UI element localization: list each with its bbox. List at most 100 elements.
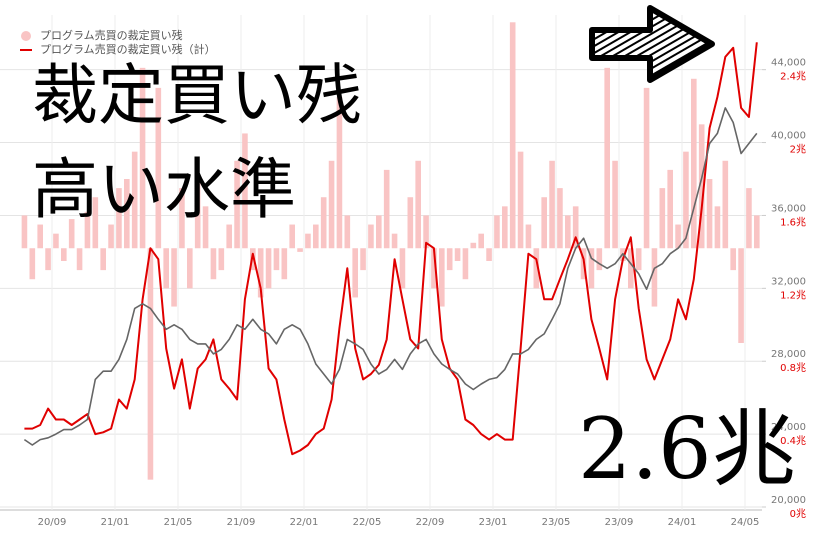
bar <box>746 188 752 249</box>
bar <box>344 215 351 249</box>
annotation: 2.6兆 <box>578 400 796 498</box>
bar <box>541 197 547 249</box>
bar <box>439 248 445 307</box>
bar <box>502 206 508 249</box>
bar <box>683 151 689 249</box>
bar <box>76 248 83 271</box>
bar <box>462 248 469 280</box>
y2-tick-label: 1.2兆 <box>780 289 806 301</box>
bar <box>376 215 382 249</box>
bar <box>179 188 185 249</box>
bar <box>454 248 461 261</box>
bar <box>131 151 138 249</box>
x-tick-label: 22/05 <box>353 517 382 528</box>
bar <box>399 248 406 289</box>
y-tick-label: 32,000 <box>771 276 806 287</box>
bar <box>210 248 217 280</box>
bar <box>446 248 453 271</box>
legend-label: プログラム売買の裁定買い残（計） <box>40 42 216 56</box>
bar <box>155 87 162 249</box>
bar <box>68 219 75 249</box>
bar <box>628 248 634 289</box>
bar <box>124 179 130 249</box>
bar <box>730 248 736 271</box>
y2-tick-label: 0.4兆 <box>780 435 806 447</box>
x-tick-label: 23/09 <box>605 517 634 528</box>
line <box>24 42 758 456</box>
bar <box>714 206 721 249</box>
y-tick-label: 28,000 <box>771 349 806 360</box>
bar <box>61 248 67 261</box>
bar <box>754 215 760 249</box>
bar <box>659 188 666 249</box>
y2-tick-label: 2兆 <box>790 144 806 156</box>
bar <box>108 224 114 249</box>
bar <box>37 224 43 249</box>
bar <box>604 67 610 249</box>
bar <box>265 248 272 289</box>
bar <box>517 151 524 249</box>
bar <box>431 248 437 289</box>
y2-tick-label: 1.6兆 <box>780 216 806 228</box>
bar <box>494 215 500 249</box>
bar <box>407 197 414 249</box>
bar <box>368 224 374 249</box>
bar <box>533 248 540 289</box>
x-tick-label: 20/09 <box>38 517 67 528</box>
annotation: 裁定買い残 <box>32 57 362 134</box>
bar <box>691 78 697 249</box>
bar <box>202 206 209 249</box>
bar <box>313 224 319 249</box>
bar <box>305 233 311 249</box>
y-tick-label: 44,000 <box>771 58 806 69</box>
bar <box>643 87 650 249</box>
bar <box>572 206 579 249</box>
bar <box>226 224 232 249</box>
bar <box>92 197 99 249</box>
bar <box>635 248 642 271</box>
bar <box>281 248 288 280</box>
bar <box>163 248 169 289</box>
bar <box>194 179 201 249</box>
legend-swatch <box>21 31 31 41</box>
bar <box>525 224 532 249</box>
bar <box>423 215 429 249</box>
bar <box>187 248 193 289</box>
bar <box>257 248 264 298</box>
y-tick-label: 36,000 <box>771 203 806 214</box>
bar <box>289 224 295 249</box>
bar <box>273 248 280 271</box>
bar <box>139 67 146 249</box>
bar <box>722 160 729 249</box>
bar <box>470 242 477 249</box>
x-tick-label: 21/01 <box>101 517 130 528</box>
bar <box>588 248 595 289</box>
bar <box>100 248 106 271</box>
bar <box>596 248 603 271</box>
bar <box>698 124 705 249</box>
bar <box>171 248 177 307</box>
y-tick-label: 20,000 <box>771 495 806 506</box>
y-tick-label: 40,000 <box>771 131 806 142</box>
bar <box>549 160 555 249</box>
bar <box>84 211 91 249</box>
bar <box>336 97 343 249</box>
bar <box>21 215 28 249</box>
bar <box>218 248 225 271</box>
bar <box>29 248 36 280</box>
bar <box>706 179 713 249</box>
bar <box>147 248 154 480</box>
bar <box>738 248 744 343</box>
bar <box>116 188 122 249</box>
bar <box>565 215 571 249</box>
y2-tick-label: 0.8兆 <box>780 362 806 374</box>
bar <box>478 233 484 249</box>
bar <box>45 248 51 271</box>
bar <box>391 233 398 249</box>
bar <box>53 233 59 249</box>
x-tick-label: 22/09 <box>416 517 445 528</box>
bar <box>234 160 240 249</box>
bar <box>320 197 327 249</box>
y2-tick-label: 2.4兆 <box>780 71 806 83</box>
